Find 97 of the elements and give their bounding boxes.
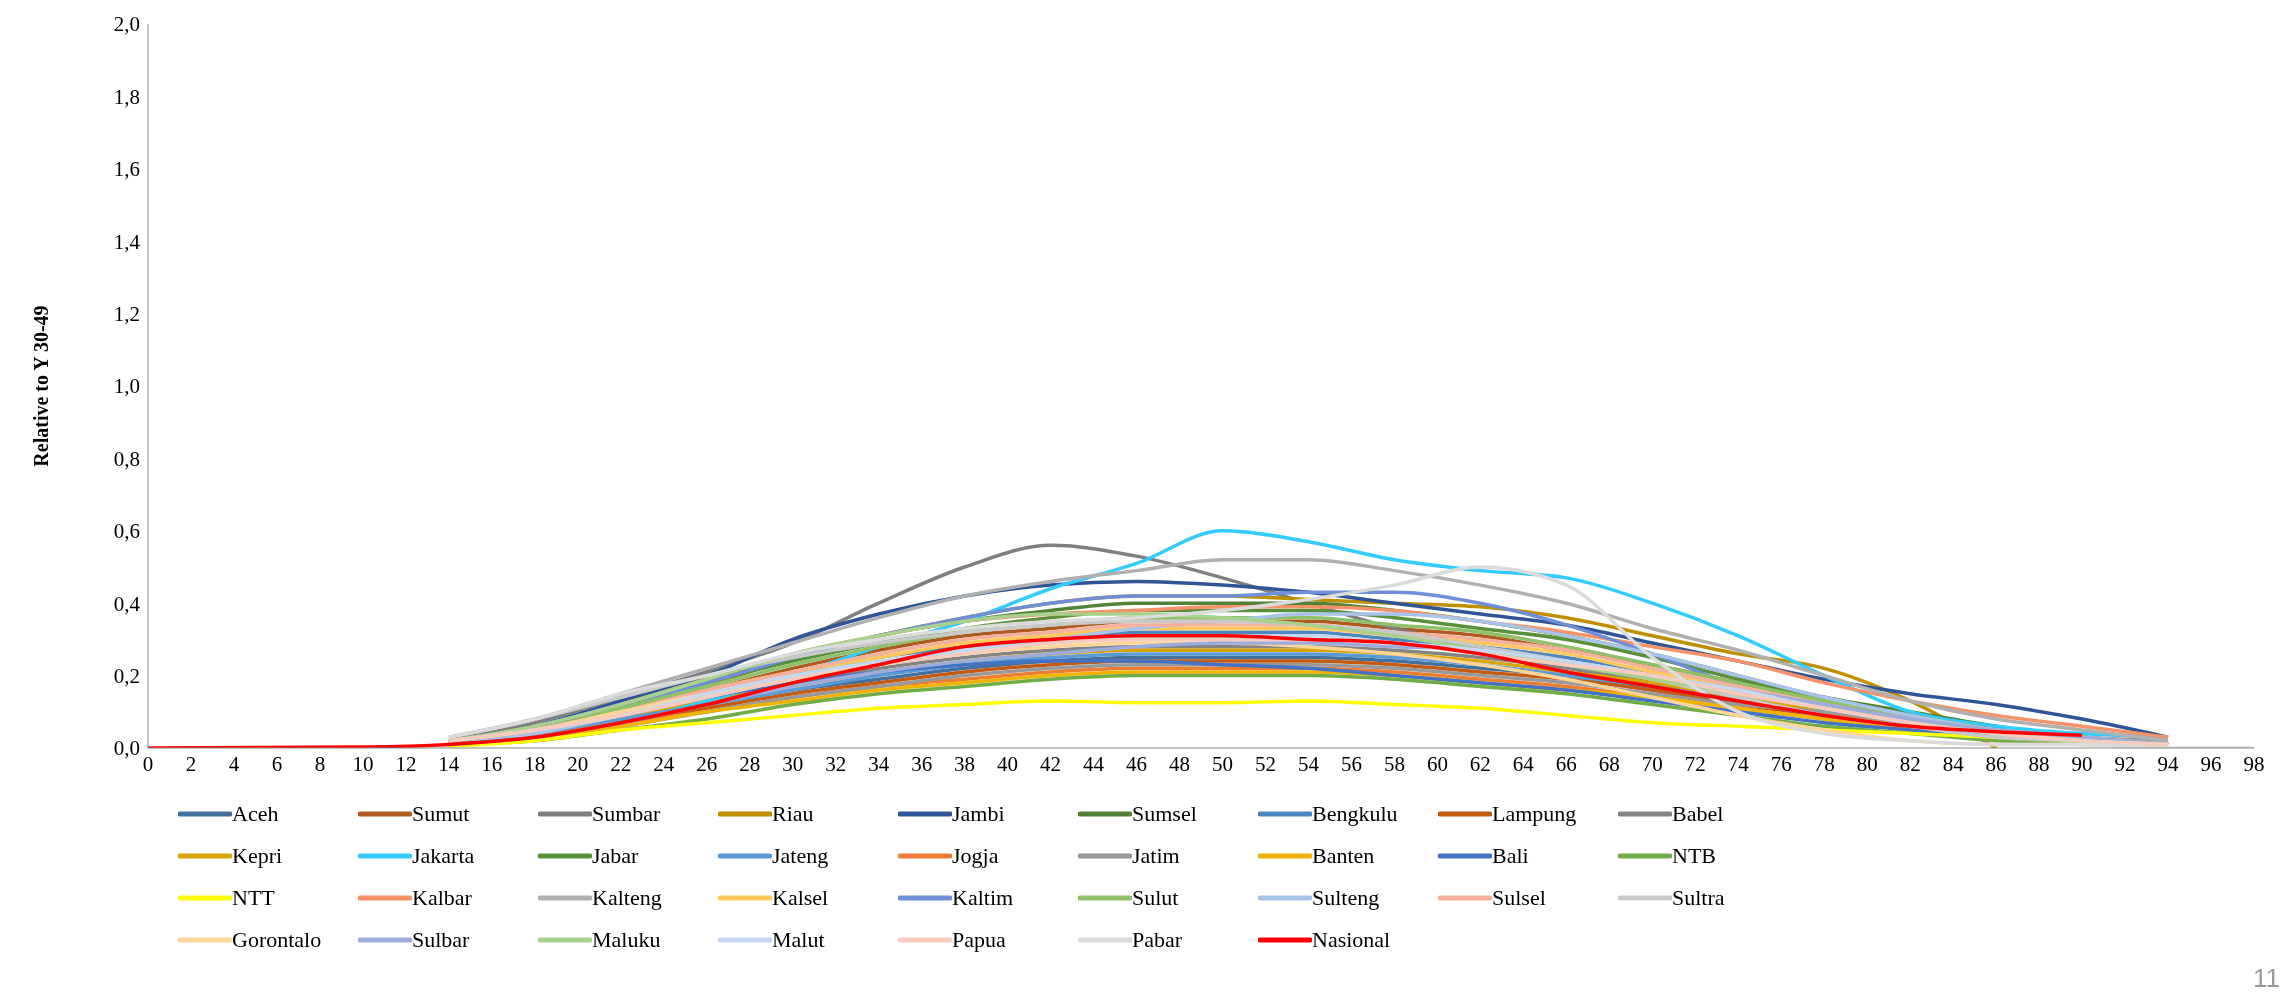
x-tick-label: 78	[1813, 751, 1835, 776]
legend-label: Kepri	[232, 843, 283, 869]
legend-label: Banten	[1312, 843, 1375, 869]
x-tick-label: 8	[314, 751, 326, 776]
legend-label: Lampung	[1492, 801, 1577, 827]
legend-label: Maluku	[592, 927, 661, 953]
legend-label: Pabar	[1132, 927, 1183, 953]
legend-label: Kalsel	[772, 885, 829, 911]
text: 11	[2253, 963, 2280, 994]
legend-label: Jatim	[1132, 843, 1180, 869]
legend-label: Papua	[952, 927, 1006, 953]
legend-label: Jabar	[592, 843, 639, 869]
x-tick-label: 40	[997, 751, 1019, 776]
x-tick-label: 2	[185, 751, 197, 776]
x-tick-label: 36	[911, 751, 933, 776]
y-tick-label: 2,0	[113, 12, 140, 37]
x-tick-label: 32	[825, 751, 847, 776]
x-tick-label: 50	[1211, 751, 1233, 776]
legend-label: Kalteng	[592, 885, 662, 911]
x-tick-label: 26	[696, 751, 718, 776]
legend-label: Sulsel	[1492, 885, 1546, 911]
x-tick-label: 92	[2114, 751, 2136, 776]
legend-label: Sulut	[1132, 885, 1179, 911]
legend-label: NTB	[1672, 843, 1716, 869]
x-tick-label: 86	[1985, 751, 2007, 776]
x-tick-label: 30	[782, 751, 804, 776]
y-tick-label: 1,0	[113, 374, 140, 399]
y-tick-label: 1,4	[113, 229, 141, 254]
legend-label: Sumbar	[592, 801, 661, 827]
x-tick-label: 12	[395, 751, 417, 776]
x-tick-label: 88	[2028, 751, 2050, 776]
legend-label: Jateng	[772, 843, 829, 869]
legend-label: Sulbar	[412, 927, 470, 953]
legend-label: Babel	[1672, 801, 1724, 827]
legend-label: Bengkulu	[1312, 801, 1398, 827]
y-tick-label: 1,2	[113, 302, 140, 327]
x-tick-label: 82	[1899, 751, 1921, 776]
x-tick-label: 60	[1426, 751, 1448, 776]
x-tick-label: 38	[954, 751, 976, 776]
x-tick-label: 64	[1512, 751, 1535, 776]
legend-label: NTT	[232, 885, 275, 911]
x-tick-label: 80	[1856, 751, 1878, 776]
legend-label: Sultra	[1672, 885, 1725, 911]
legend-label: Bali	[1492, 843, 1529, 869]
legend-label: Jakarta	[412, 843, 475, 869]
x-tick-label: 74	[1727, 751, 1750, 776]
x-tick-label: 72	[1684, 751, 1706, 776]
x-tick-label: 76	[1770, 751, 1792, 776]
legend-label: Riau	[772, 801, 814, 827]
y-tick-label: 0,0	[113, 736, 140, 761]
legend-label: Kaltim	[952, 885, 1014, 911]
y-tick-label: 0,8	[113, 446, 140, 471]
x-tick-label: 42	[1040, 751, 1062, 776]
legend-label: Sulteng	[1312, 885, 1380, 911]
x-tick-label: 16	[481, 751, 503, 776]
legend-label: Jambi	[952, 801, 1005, 827]
x-tick-label: 52	[1254, 751, 1276, 776]
x-tick-label: 70	[1641, 751, 1663, 776]
y-tick-label: 1,8	[113, 84, 140, 109]
x-tick-label: 84	[1942, 751, 1965, 776]
x-tick-label: 0	[142, 751, 154, 776]
x-tick-label: 14	[438, 751, 460, 776]
y-tick-label: 1,6	[113, 157, 140, 182]
x-tick-label: 98	[2243, 751, 2265, 776]
x-tick-label: 54	[1297, 751, 1320, 776]
x-tick-label: 10	[352, 751, 374, 776]
x-tick-label: 94	[2157, 751, 2180, 776]
x-tick-label: 96	[2200, 751, 2222, 776]
x-tick-label: 46	[1126, 751, 1148, 776]
y-tick-label: 0,2	[113, 664, 140, 689]
y-tick-label: 0,4	[113, 591, 141, 616]
x-tick-label: 62	[1469, 751, 1491, 776]
x-tick-label: 66	[1555, 751, 1577, 776]
legend-label: Nasional	[1312, 927, 1391, 953]
legend-label: Aceh	[232, 801, 279, 827]
legend-label: Kalbar	[412, 885, 472, 911]
x-tick-label: 90	[2071, 751, 2093, 776]
legend-label: Sumsel	[1132, 801, 1197, 827]
x-tick-label: 4	[228, 751, 240, 776]
x-tick-label: 20	[567, 751, 589, 776]
x-tick-label: 28	[739, 751, 761, 776]
legend-label: Gorontalo	[232, 927, 322, 953]
x-tick-label: 34	[868, 751, 890, 776]
x-tick-label: 68	[1598, 751, 1620, 776]
y-tick-label: 0,6	[113, 519, 140, 544]
legend-label: Jogja	[952, 843, 999, 869]
x-tick-label: 44	[1083, 751, 1105, 776]
x-tick-label: 56	[1340, 751, 1362, 776]
x-tick-label: 22	[610, 751, 632, 776]
x-tick-label: 48	[1169, 751, 1191, 776]
x-tick-label: 24	[653, 751, 675, 776]
x-tick-label: 6	[271, 751, 283, 776]
y-axis-title: Relative to Y 30-49	[30, 305, 53, 467]
legend-label: Sumut	[412, 801, 470, 827]
legend-label: Malut	[772, 927, 825, 953]
x-tick-label: 18	[524, 751, 546, 776]
x-tick-label: 58	[1383, 751, 1405, 776]
